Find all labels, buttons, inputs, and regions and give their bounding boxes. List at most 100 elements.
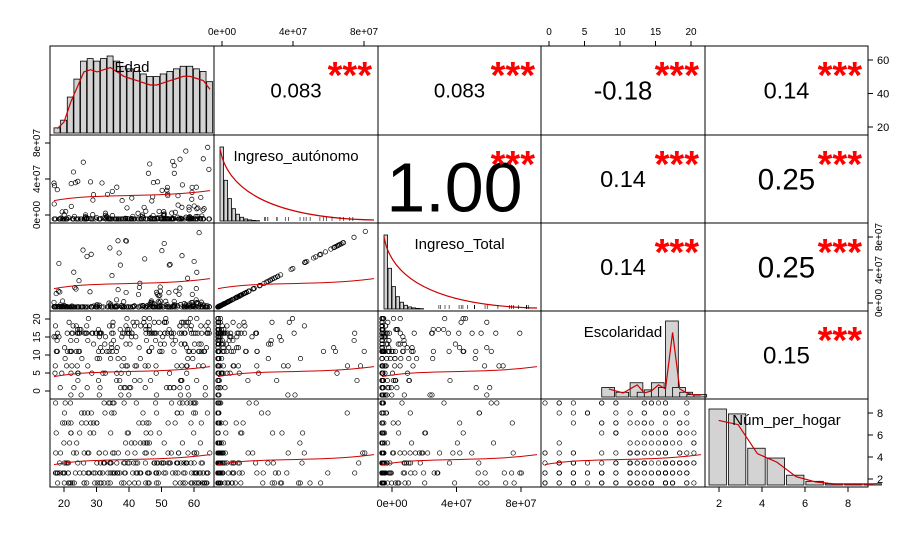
scatter-point [215, 341, 221, 347]
scatter-point [192, 341, 198, 347]
scatter-point [72, 304, 78, 310]
scatter-point [135, 304, 141, 310]
scatter-point [102, 334, 109, 340]
scatter-point [430, 326, 436, 333]
scatter-point [97, 356, 103, 362]
scatter-point [115, 287, 121, 293]
scatter-point [205, 330, 211, 336]
scatter-point [269, 319, 275, 325]
correlation-value: 0.083 [270, 80, 321, 103]
scatter-point [201, 348, 207, 354]
scatter-point [297, 356, 304, 362]
scatter-point [395, 341, 401, 347]
panel-0-3: -0.18 *** [540, 45, 706, 136]
scatter-point [168, 330, 175, 336]
scatter-point [100, 215, 106, 221]
scatter-point [684, 470, 690, 476]
variable-label-Núm_per_hogar: Núm_per_hogar [732, 412, 840, 429]
scatter-point [242, 330, 248, 336]
scatter-point [234, 345, 240, 351]
scatter-point [219, 370, 225, 376]
scatter-point [166, 290, 172, 296]
scatter-point [167, 304, 173, 310]
panel-frame [540, 398, 706, 488]
scatter-point [154, 291, 160, 297]
scatter-point [278, 337, 284, 344]
scatter-point [179, 204, 185, 210]
scatter-point [386, 330, 393, 336]
scatter-point [147, 161, 153, 167]
scatter-point [320, 348, 327, 354]
scatter-point [126, 480, 132, 486]
smooth-line [53, 366, 211, 378]
scatter-point [299, 460, 305, 466]
scatter-point [188, 323, 194, 329]
scatter-point [183, 363, 190, 369]
scatter-point [402, 480, 408, 486]
histogram-bar [86, 58, 94, 134]
scatter-point [53, 400, 59, 406]
scatter-point [114, 297, 120, 303]
scatter-point [517, 470, 523, 476]
scatter-point [648, 430, 654, 436]
histogram-bar [80, 60, 87, 134]
scatter-point [109, 188, 115, 194]
scatter-point [243, 348, 249, 354]
scatter-point [361, 348, 367, 354]
scatter-point [409, 348, 415, 354]
scatter-point [131, 303, 137, 309]
scatter-point [154, 392, 160, 398]
scatter-point [133, 334, 139, 340]
scatter-point [198, 420, 204, 426]
scatter-point [641, 430, 647, 436]
scatter-point [215, 363, 221, 369]
scatter-point [70, 169, 77, 175]
scatter-point [63, 209, 69, 215]
scatter-point [192, 480, 198, 486]
histogram-bar [100, 58, 107, 134]
scatter-point [138, 470, 144, 476]
scatter-point [78, 304, 84, 310]
scatter-point [394, 326, 400, 333]
scatter-point [411, 330, 417, 336]
scatter-point [96, 450, 102, 456]
panel-0-1: 0.083 *** [213, 45, 379, 136]
histogram-bar [73, 78, 81, 134]
scatter-point [132, 450, 138, 456]
scatter-point [344, 363, 351, 369]
scatter-point [445, 330, 451, 336]
scatter-point [109, 213, 115, 219]
variable-label-Escolaridad: Escolaridad [584, 324, 662, 341]
scatter-point [289, 316, 296, 322]
scatter-point [106, 304, 112, 310]
scatter-point [126, 385, 132, 391]
scatter-point [66, 304, 72, 310]
scatter-point [193, 470, 199, 476]
panel-1-1: Ingreso_autónomo [213, 134, 379, 224]
tick-label: 15 [32, 331, 43, 343]
scatter-point [105, 470, 111, 476]
scatter-point [100, 470, 106, 476]
scatter-point [155, 179, 161, 185]
scatter-point [68, 480, 74, 486]
scatter-point [84, 323, 90, 329]
histogram-bar [227, 198, 232, 222]
scatter-point [142, 363, 148, 369]
scatter-point [406, 377, 412, 384]
scatter-point [156, 470, 162, 476]
scatter-point [484, 319, 490, 325]
scatter-point [182, 330, 188, 336]
scatter-point [94, 420, 100, 426]
scatter-point [198, 323, 204, 329]
scatter-point [379, 392, 385, 398]
scatter-point [222, 450, 228, 456]
scatter-point [403, 460, 409, 466]
scatter-point [389, 348, 395, 354]
tick-label: 6 [877, 430, 883, 442]
scatter-point [151, 319, 157, 325]
scatter-point [232, 480, 238, 486]
scatter-point [144, 420, 150, 426]
scatter-point [73, 286, 79, 292]
scatter-point [61, 440, 67, 446]
scatter-point [75, 216, 81, 222]
